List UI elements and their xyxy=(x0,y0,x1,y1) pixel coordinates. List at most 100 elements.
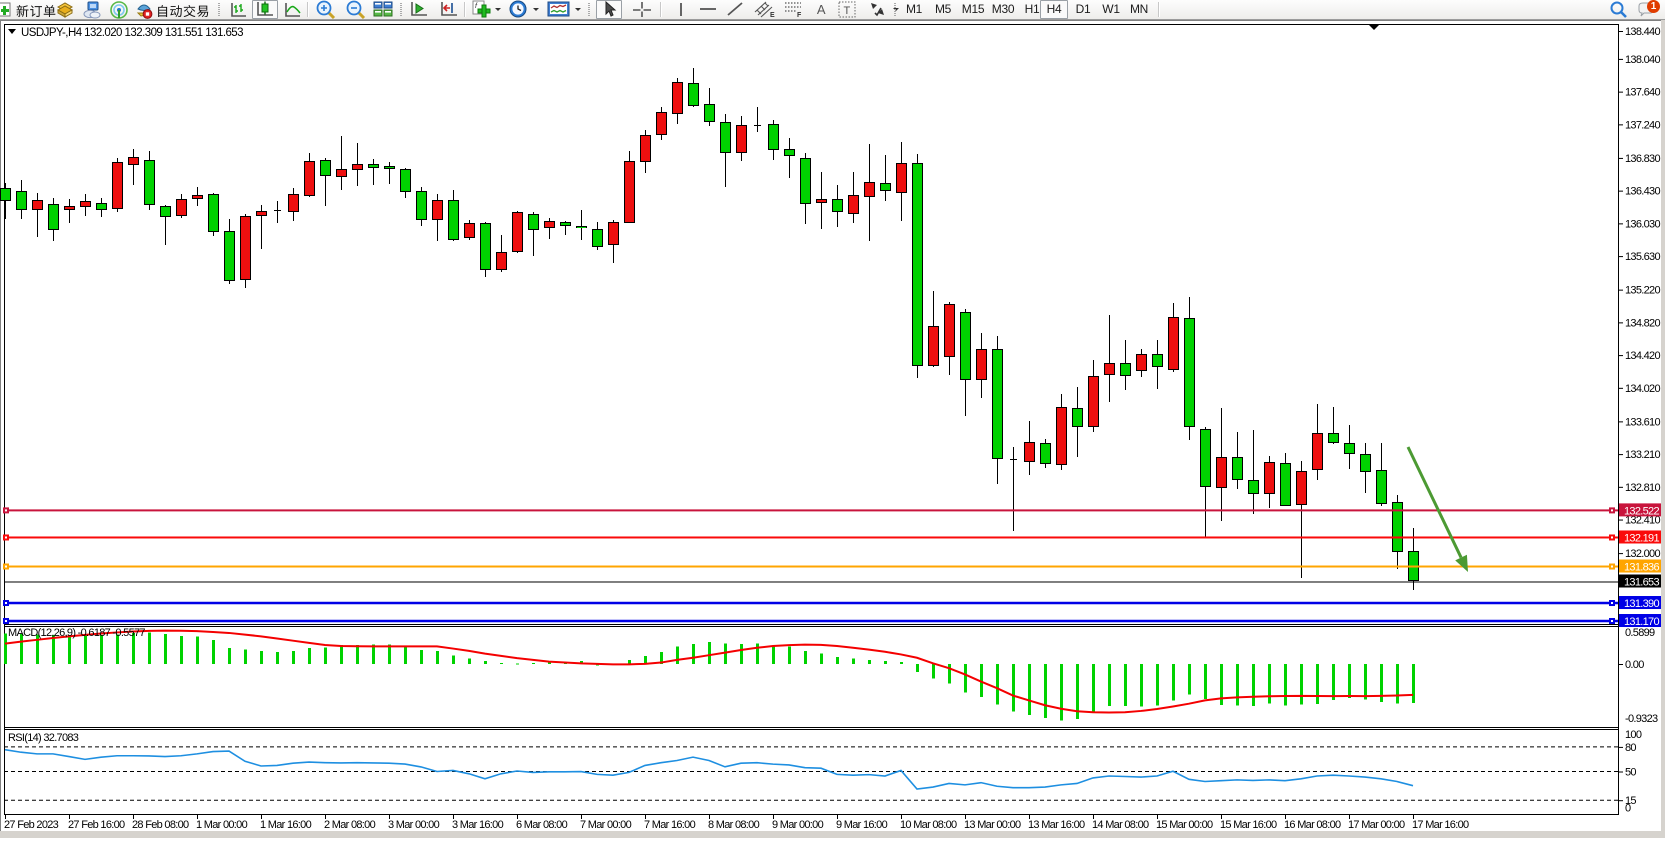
candle[interactable] xyxy=(144,151,155,210)
candle[interactable] xyxy=(1232,432,1243,489)
candle[interactable] xyxy=(1152,340,1163,389)
candle[interactable] xyxy=(1136,349,1147,377)
candle[interactable] xyxy=(928,291,939,367)
candle[interactable] xyxy=(1040,439,1051,468)
new-order-button[interactable] xyxy=(0,0,58,19)
candle[interactable] xyxy=(448,190,459,241)
candle[interactable] xyxy=(240,214,251,288)
crosshair-tool-icon[interactable] xyxy=(630,0,654,19)
candle[interactable] xyxy=(1056,394,1067,470)
candle[interactable] xyxy=(592,222,603,250)
candle[interactable] xyxy=(1184,297,1195,440)
candle[interactable] xyxy=(1104,315,1115,402)
tf-button-mn[interactable]: MN xyxy=(1129,2,1149,16)
candle[interactable] xyxy=(1248,430,1259,514)
zoom-out-icon[interactable] xyxy=(345,0,367,19)
candle[interactable] xyxy=(754,107,761,132)
candle[interactable] xyxy=(736,116,747,161)
candle[interactable] xyxy=(192,187,203,206)
candle[interactable] xyxy=(816,172,827,229)
candle[interactable] xyxy=(112,158,123,212)
candle[interactable] xyxy=(16,180,27,219)
chart-shift-marker[interactable] xyxy=(1369,25,1379,30)
price-horizontal-line[interactable] xyxy=(4,601,1618,605)
candle[interactable] xyxy=(864,144,875,241)
candle[interactable] xyxy=(1296,461,1307,578)
price-horizontal-line[interactable] xyxy=(4,536,1618,539)
candle[interactable] xyxy=(352,143,363,186)
arrows-tool-button[interactable] xyxy=(866,0,902,19)
candle[interactable] xyxy=(544,218,555,239)
candle[interactable] xyxy=(992,336,1003,484)
candle[interactable] xyxy=(160,205,171,245)
candle[interactable] xyxy=(1376,443,1387,506)
candle[interactable] xyxy=(1024,421,1035,475)
candle[interactable] xyxy=(784,138,795,178)
tf-button-h4-active[interactable]: H4 xyxy=(1040,0,1068,19)
notifications-button[interactable]: 1 xyxy=(1636,0,1662,19)
tile-windows-icon[interactable] xyxy=(372,0,394,19)
candle[interactable] xyxy=(176,194,187,218)
periods-button[interactable] xyxy=(508,0,542,19)
auto-scroll-icon[interactable] xyxy=(408,0,430,19)
candle[interactable] xyxy=(1200,427,1211,537)
candle[interactable] xyxy=(80,194,91,216)
templates-button[interactable] xyxy=(546,0,584,19)
candle[interactable] xyxy=(304,153,315,197)
zoom-in-icon[interactable] xyxy=(315,0,337,19)
candle[interactable] xyxy=(1328,407,1339,444)
candle[interactable] xyxy=(256,205,267,249)
candle[interactable] xyxy=(960,309,971,416)
candle[interactable] xyxy=(400,168,411,198)
indicators-button[interactable]: f xyxy=(470,0,504,19)
candle[interactable] xyxy=(768,120,779,160)
symbol-dropdown-icon[interactable] xyxy=(8,29,16,34)
horizontal-line-tool-icon[interactable] xyxy=(697,0,719,19)
cursor-tool-button[interactable] xyxy=(596,0,622,19)
line-chart-type-icon[interactable] xyxy=(283,1,303,19)
candle[interactable] xyxy=(832,185,843,227)
fibonacci-tool-icon[interactable]: F xyxy=(782,0,808,19)
bar-chart-type-icon[interactable] xyxy=(229,1,249,19)
auto-trading-button[interactable] xyxy=(134,0,212,19)
candle[interactable] xyxy=(688,68,699,107)
candle[interactable] xyxy=(416,187,427,226)
candle[interactable] xyxy=(896,142,907,221)
candle[interactable] xyxy=(496,235,507,272)
candle[interactable] xyxy=(0,183,11,219)
candle[interactable] xyxy=(640,130,651,173)
tf-button-h1[interactable]: H1 xyxy=(1024,2,1040,16)
candle[interactable] xyxy=(512,211,523,253)
candle[interactable] xyxy=(320,158,331,206)
arrow-annotation-head[interactable] xyxy=(1455,554,1468,572)
candle[interactable] xyxy=(128,149,139,185)
candle[interactable] xyxy=(528,212,539,256)
candle[interactable] xyxy=(274,201,281,223)
candle[interactable] xyxy=(224,219,235,284)
candle[interactable] xyxy=(480,222,491,277)
candle[interactable] xyxy=(672,78,683,124)
candle[interactable] xyxy=(1072,387,1083,457)
candle[interactable] xyxy=(800,153,811,224)
tf-button-w1[interactable]: W1 xyxy=(1102,2,1120,16)
candle[interactable] xyxy=(720,114,731,187)
vertical-line-tool-icon[interactable] xyxy=(672,0,690,19)
candle[interactable] xyxy=(1010,447,1017,531)
candle[interactable] xyxy=(1120,340,1131,390)
candle[interactable] xyxy=(1216,408,1227,521)
candle[interactable] xyxy=(1264,456,1275,508)
tf-button-d1[interactable]: D1 xyxy=(1075,2,1091,16)
candle[interactable] xyxy=(208,193,219,236)
candle[interactable] xyxy=(336,136,347,190)
price-horizontal-line[interactable] xyxy=(4,509,1618,512)
candle[interactable] xyxy=(432,194,443,241)
tf-button-m1[interactable]: M1 xyxy=(905,2,923,16)
candle[interactable] xyxy=(1344,425,1355,469)
candle[interactable] xyxy=(1088,360,1099,432)
candle[interactable] xyxy=(1360,443,1371,493)
candle[interactable] xyxy=(368,159,379,185)
candle[interactable] xyxy=(1168,303,1179,372)
price-horizontal-line[interactable] xyxy=(4,565,1618,568)
search-icon[interactable] xyxy=(1608,0,1630,19)
arrow-annotation-shaft[interactable] xyxy=(1406,446,1463,559)
